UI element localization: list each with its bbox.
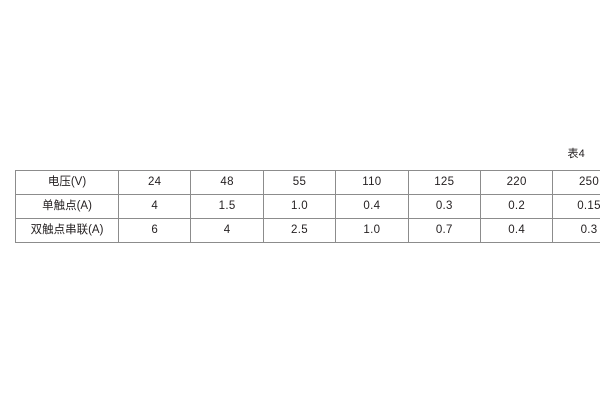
cell-single-contact-2: 1.5: [190, 194, 264, 219]
table-row: 电压(V) 24 48 55 110 125 220 250: [15, 170, 600, 195]
specification-table: 电压(V) 24 48 55 110 125 220 250 单触点(A) 4 …: [15, 170, 600, 243]
cell-single-contact-7: 0.15: [552, 194, 600, 219]
cell-voltage-5: 125: [407, 170, 481, 195]
cell-dual-contact-3: 2.5: [262, 218, 337, 243]
row-header-single-contact: 单触点(A): [15, 194, 119, 219]
cell-dual-contact-6: 0.4: [479, 218, 554, 243]
cell-single-contact-4: 0.4: [335, 194, 409, 219]
row-header-voltage: 电压(V): [15, 170, 119, 195]
cell-voltage-1: 24: [117, 170, 192, 195]
cell-voltage-6: 220: [479, 170, 554, 195]
cell-voltage-2: 48: [190, 170, 264, 195]
cell-voltage-7: 250: [552, 170, 600, 195]
cell-voltage-4: 110: [335, 170, 409, 195]
cell-voltage-3: 55: [262, 170, 337, 195]
table-caption: 表4: [567, 148, 585, 160]
table-row: 双触点串联(A) 6 4 2.5 1.0 0.7 0.4 0.3: [15, 218, 600, 243]
cell-dual-contact-2: 4: [190, 218, 264, 243]
cell-dual-contact-4: 1.0: [335, 218, 409, 243]
cell-single-contact-1: 4: [117, 194, 192, 219]
table-row: 单触点(A) 4 1.5 1.0 0.4 0.3 0.2 0.15: [15, 194, 600, 219]
cell-single-contact-5: 0.3: [407, 194, 481, 219]
row-header-dual-contact-series: 双触点串联(A): [15, 218, 119, 243]
cell-single-contact-6: 0.2: [479, 194, 554, 219]
cell-single-contact-3: 1.0: [262, 194, 337, 219]
cell-dual-contact-5: 0.7: [407, 218, 481, 243]
cell-dual-contact-7: 0.3: [552, 218, 600, 243]
cell-dual-contact-1: 6: [117, 218, 192, 243]
